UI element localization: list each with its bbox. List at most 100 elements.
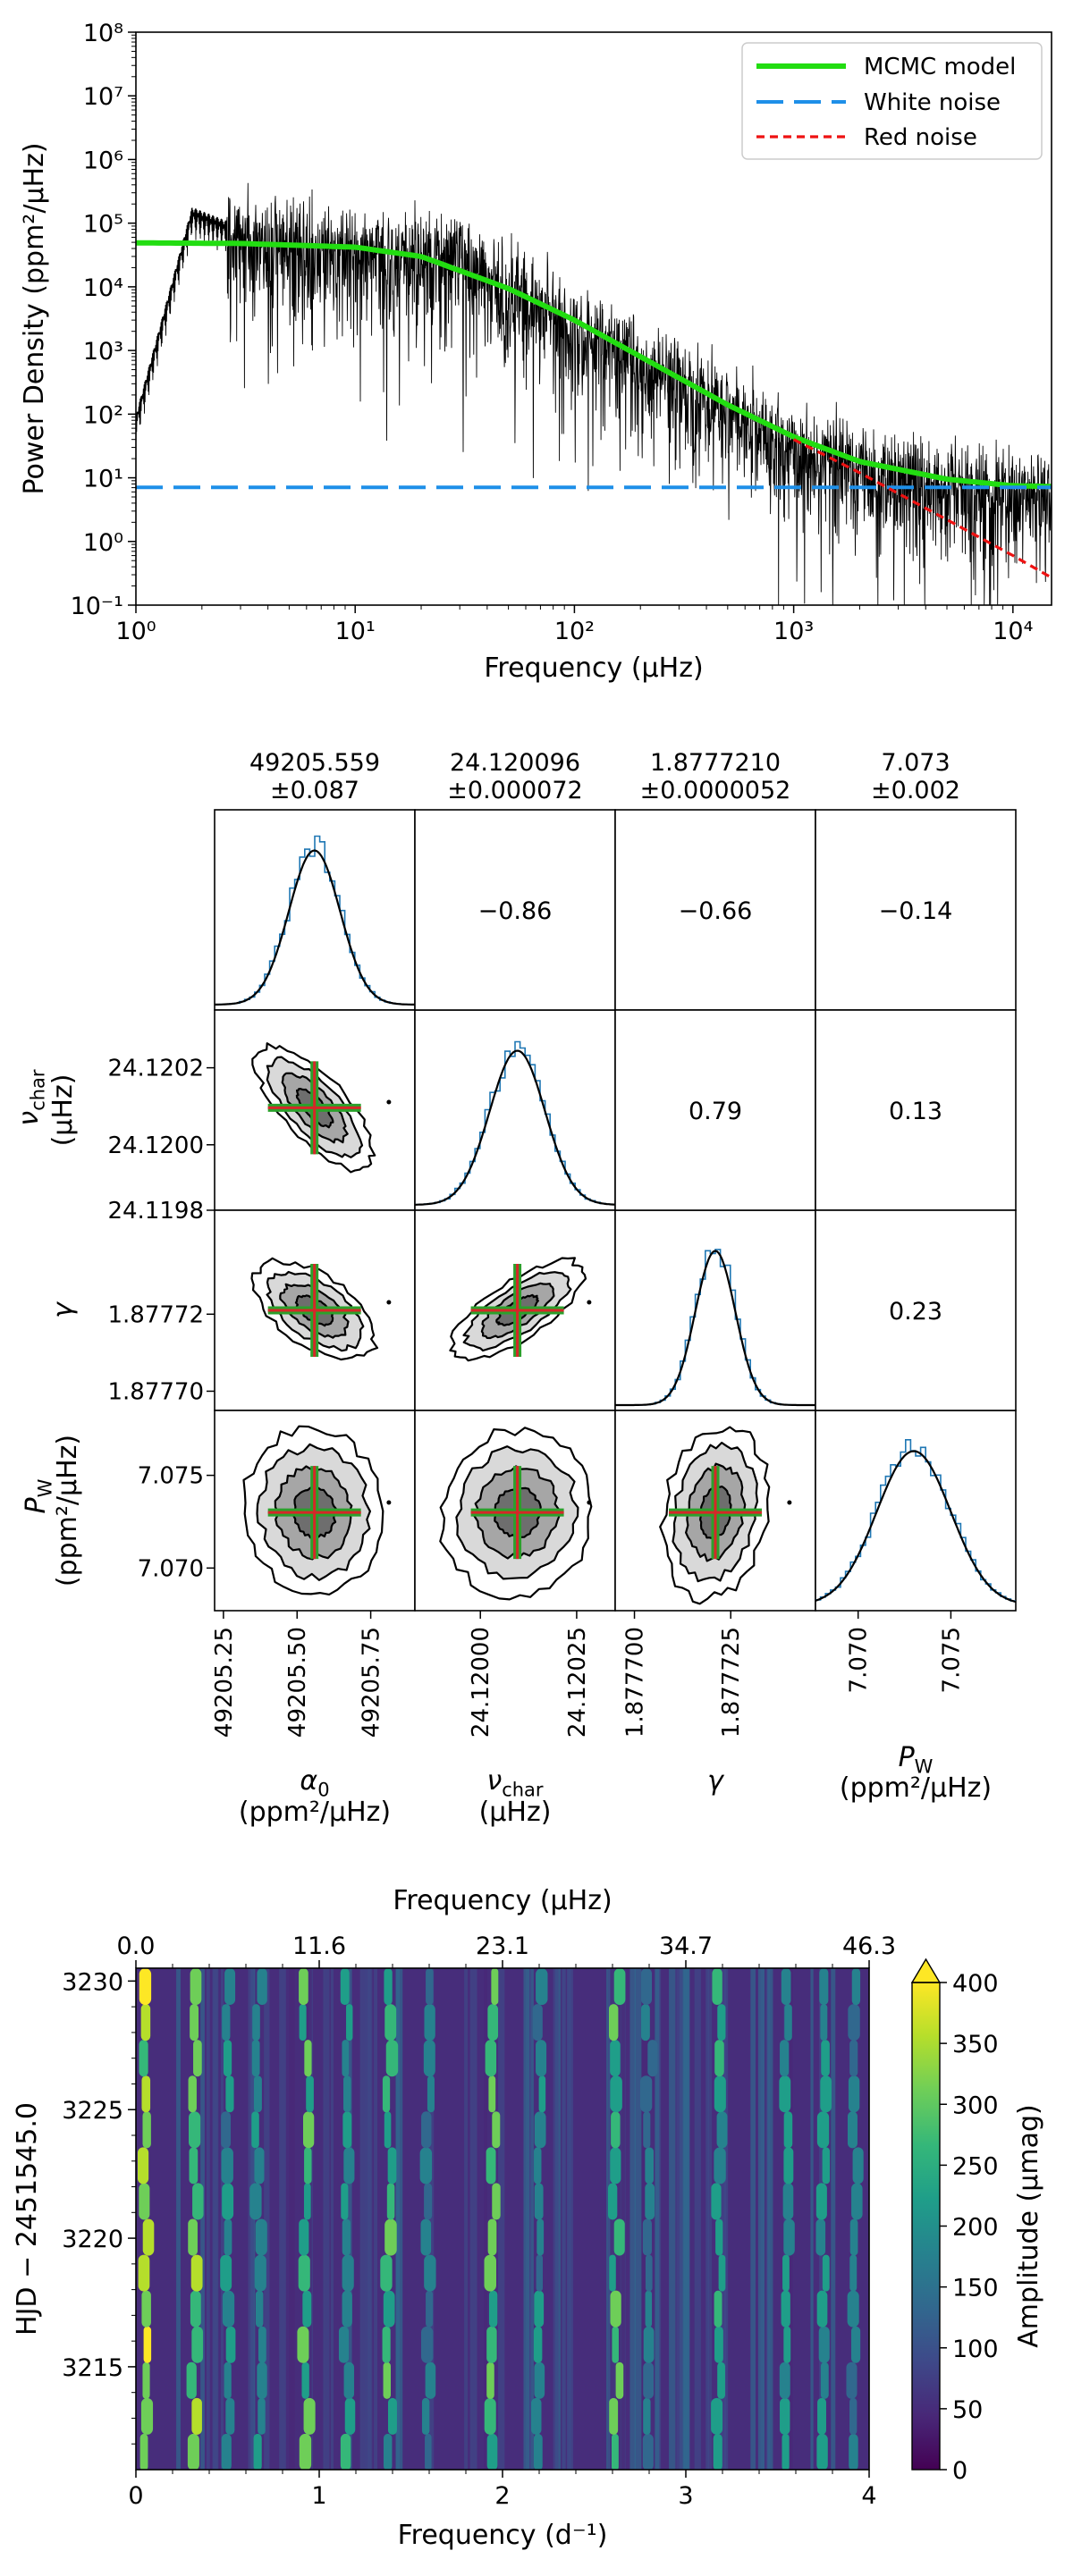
amplitude-ridge	[424, 2004, 435, 2041]
background-stripe	[831, 1968, 836, 2470]
corner-x-tick-label: 1.877700	[622, 1627, 649, 1738]
amplitude-ridge	[639, 2075, 653, 2113]
amplitude-ridge	[849, 2397, 858, 2435]
background-stripe	[607, 1968, 613, 2470]
colorbar-tick-label: 150	[952, 2275, 999, 2302]
outlier-dot	[386, 1500, 392, 1505]
corner-cell-2-1	[414, 1209, 616, 1411]
row-label-nu-char-symbol: ν	[13, 1111, 45, 1126]
amplitude-ridge	[342, 2040, 350, 2077]
corner-y-tick-label: 24.1198	[107, 1198, 204, 1225]
heat-y-tick-label: 3225	[62, 2097, 123, 2125]
background-stripe	[810, 1968, 814, 2470]
amplitude-ridge	[718, 2254, 726, 2292]
heat-x-tick-label: 2	[494, 2482, 510, 2510]
y-tick-label: 10²	[83, 401, 123, 429]
amplitude-ridge	[421, 2111, 432, 2149]
row-label-gamma: γ	[47, 1301, 79, 1318]
colorbar-tick-label: 200	[952, 2214, 999, 2242]
amplitude-ridge	[816, 2290, 828, 2328]
background-stripe	[676, 1968, 683, 2470]
correlation-value: 0.13	[889, 1098, 942, 1125]
heat-y-tick-label: 3220	[62, 2226, 123, 2253]
y-tick-label: 10⁶	[83, 147, 123, 174]
amplitude-ridge	[299, 2218, 309, 2256]
amplitude-ridge	[142, 2218, 155, 2256]
corner-x-tick-label: 49205.25	[211, 1627, 238, 1738]
amplitude-ridge	[342, 2254, 354, 2292]
amplitude-ridge	[645, 2147, 655, 2185]
amplitude-ridge	[253, 2433, 262, 2470]
amplitude-ridge	[224, 1968, 236, 2006]
heat-top-tick-label: 0.0	[117, 1932, 156, 1960]
col-label-gamma-symbol: γ	[707, 1765, 725, 1797]
background-stripe	[346, 1968, 352, 2470]
row-label-pw-subscript: W	[35, 1478, 56, 1497]
amplitude-ridge	[714, 2075, 726, 2113]
amplitude-ridge	[139, 2040, 148, 2077]
colorbar-tick-label: 50	[952, 2396, 983, 2424]
time-frequency-heatmap-panel: 0 0.0 1 11.6 2 23.1 3 34.7 4 46.3 3215 3220 3225 3230…	[12, 1885, 1044, 2551]
amplitude-ridge	[189, 2111, 201, 2149]
correlation-cell	[815, 1009, 1017, 1211]
amplitude-ridge	[852, 2147, 864, 2185]
amplitude-ridge	[188, 2075, 197, 2113]
heatmap-image	[136, 1968, 869, 2470]
background-stripe	[469, 1968, 477, 2470]
correlation-cell	[614, 809, 816, 1011]
background-stripe	[629, 1968, 637, 2470]
amplitude-ridge	[643, 2326, 655, 2363]
amplitude-ridge	[190, 1968, 202, 2006]
x-tick-label: 10²	[554, 618, 595, 645]
amplitude-ridge	[423, 2040, 435, 2077]
amplitude-ridge	[783, 2147, 794, 2185]
amplitude-ridge	[306, 2075, 314, 2113]
amplitude-ridge	[818, 2326, 830, 2363]
correlation-cell	[815, 1209, 1017, 1411]
amplitude-ridge	[486, 2361, 494, 2399]
colorbar-gradient	[912, 1983, 940, 2470]
corner-cell-3-0	[214, 1410, 416, 1612]
amplitude-ridge	[342, 2111, 352, 2149]
corner-x-tick-label: 24.12025	[564, 1627, 591, 1738]
amplitude-ridge	[420, 2218, 432, 2256]
background-stripe	[330, 1968, 334, 2470]
amplitude-ridge	[711, 2397, 723, 2435]
amplitude-ridge	[642, 2433, 654, 2470]
amplitude-ridge	[819, 1968, 829, 2006]
row-label-pw-unit: (ppm²/μHz)	[52, 1435, 83, 1587]
legend-label: MCMC model	[864, 54, 1016, 80]
amplitude-ridge	[486, 2326, 497, 2363]
background-stripe	[634, 1968, 642, 2470]
amplitude-ridge	[255, 2218, 267, 2256]
amplitude-ridge	[816, 2111, 830, 2149]
amplitude-ridge	[224, 2218, 232, 2256]
amplitude-ridge	[782, 2183, 794, 2220]
gaussian-fit	[415, 1049, 616, 1206]
amplitude-ridge	[643, 2397, 651, 2435]
amplitude-ridge	[222, 2183, 234, 2220]
corner-x-tick-label: 7.070	[846, 1627, 873, 1693]
heat-top-tick-label: 23.1	[476, 1932, 529, 1960]
y-tick-label: 10¹	[83, 466, 123, 493]
background-stripe	[679, 1968, 686, 2470]
amplitude-ridge	[488, 2290, 498, 2328]
amplitude-ridge	[533, 2433, 543, 2470]
amplitude-ridge	[816, 2433, 828, 2470]
background-stripe	[359, 1968, 367, 2470]
amplitude-ridge	[257, 1968, 267, 2006]
amplitude-ridge	[611, 2111, 621, 2149]
amplitude-ridge	[536, 2040, 547, 2077]
amplitude-ridge	[849, 2254, 858, 2292]
amplitude-ridge	[346, 2004, 353, 2041]
amplitude-ridge	[252, 2004, 260, 2041]
amplitude-ridge	[191, 2397, 202, 2435]
amplitude-ridge	[299, 1968, 308, 2006]
col-label-pw-subscript: W	[915, 1756, 934, 1778]
amplitude-ridge	[139, 1968, 152, 2006]
amplitude-ridge	[249, 2183, 262, 2220]
amplitude-ridge	[820, 2075, 832, 2113]
colorbar-tick-label: 250	[952, 2152, 999, 2180]
correlation-cell	[414, 809, 616, 1011]
amplitude-ridge	[822, 2147, 831, 2185]
